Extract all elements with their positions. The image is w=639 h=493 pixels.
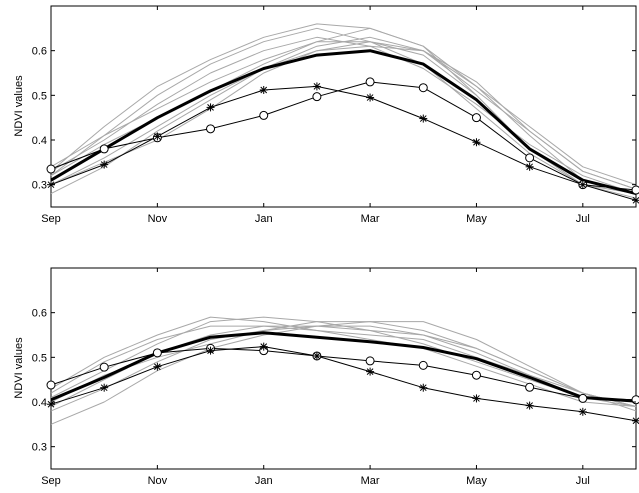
top-y-axis-label: NDVI values bbox=[13, 75, 25, 137]
star-marker bbox=[259, 85, 268, 94]
y-tick-label: 0.6 bbox=[32, 46, 47, 58]
circle-marker bbox=[46, 164, 56, 174]
top-chart-panel: 0.3 0.4 0.5 0.6 Sep Nov Jan Mar May Jul NDVI val… bbox=[13, 5, 639, 225]
x-tick-label: Sep bbox=[41, 213, 61, 225]
star-marker bbox=[153, 362, 162, 371]
bottom-plot-frame bbox=[50, 267, 637, 470]
circle-marker bbox=[525, 382, 535, 392]
star-marker-series-line bbox=[50, 85, 637, 201]
gray-series-line bbox=[50, 316, 637, 407]
x-tick-label: Jan bbox=[255, 475, 273, 487]
star-marker bbox=[578, 407, 587, 416]
star-marker bbox=[472, 138, 481, 147]
x-tick-label: May bbox=[466, 213, 487, 225]
x-tick-label: Jan bbox=[255, 213, 273, 225]
top-chart-lines bbox=[50, 23, 637, 201]
top-x-ticks: Sep Nov Jan Mar May Jul bbox=[41, 6, 590, 225]
circle-marker bbox=[312, 92, 322, 102]
star-marker bbox=[525, 162, 534, 171]
y-tick-label: 0.4 bbox=[32, 135, 47, 147]
circle-marker bbox=[418, 83, 428, 93]
circle-marker bbox=[578, 393, 588, 403]
circle-marker bbox=[365, 356, 375, 366]
y-tick-label: 0.3 bbox=[32, 180, 47, 192]
gray-series-line bbox=[50, 321, 637, 407]
gray-series-line bbox=[50, 27, 637, 199]
bottom-chart-markers bbox=[46, 342, 639, 425]
star-marker bbox=[632, 416, 639, 425]
star-marker bbox=[259, 342, 268, 351]
y-tick-label: 0.6 bbox=[32, 308, 47, 320]
x-tick-label: Mar bbox=[361, 213, 380, 225]
x-tick-label: Mar bbox=[361, 475, 380, 487]
x-tick-label: May bbox=[466, 475, 487, 487]
x-tick-label: Nov bbox=[148, 475, 168, 487]
top-plot-frame bbox=[50, 5, 637, 208]
circle-marker bbox=[418, 360, 428, 370]
circle-marker bbox=[471, 113, 481, 123]
star-marker bbox=[100, 383, 109, 392]
circle-marker bbox=[365, 77, 375, 87]
circle-marker bbox=[206, 124, 216, 134]
star-marker bbox=[366, 93, 375, 102]
mean-series-line bbox=[50, 49, 637, 196]
circle-marker-series-line bbox=[50, 81, 637, 191]
x-tick-label: Jul bbox=[576, 475, 590, 487]
circle-marker bbox=[152, 348, 162, 358]
star-marker bbox=[206, 346, 215, 355]
gray-series-line bbox=[50, 23, 637, 195]
gray-series-line bbox=[50, 321, 637, 425]
y-tick-label: 0.5 bbox=[32, 352, 47, 364]
gray-series-line bbox=[50, 41, 637, 186]
gray-series-line bbox=[50, 36, 637, 195]
star-marker bbox=[206, 103, 215, 112]
star-marker bbox=[525, 401, 534, 410]
circle-marker bbox=[99, 362, 109, 372]
bottom-chart-lines bbox=[50, 316, 637, 425]
circle-marker bbox=[525, 153, 535, 163]
y-tick-label: 0.5 bbox=[32, 90, 47, 102]
star-marker bbox=[153, 132, 162, 141]
star-marker bbox=[472, 394, 481, 403]
circle-marker bbox=[99, 144, 109, 154]
circle-marker bbox=[471, 370, 481, 380]
circle-marker bbox=[46, 380, 56, 390]
y-tick-label: 0.4 bbox=[32, 397, 47, 409]
bottom-chart-panel: 0.3 0.4 0.5 0.6 Sep Nov Jan Mar May Jul NDVI val… bbox=[13, 267, 639, 487]
gray-series-line bbox=[50, 325, 637, 407]
star-marker bbox=[366, 367, 375, 376]
gray-series-line bbox=[50, 36, 637, 195]
star-marker bbox=[100, 160, 109, 169]
star-marker bbox=[419, 383, 428, 392]
star-marker bbox=[47, 400, 55, 409]
circle-marker bbox=[259, 110, 269, 120]
star-marker bbox=[312, 351, 321, 360]
x-tick-label: Jul bbox=[576, 213, 590, 225]
star-marker-series-line bbox=[50, 346, 637, 422]
star-marker bbox=[632, 196, 639, 205]
top-chart-markers bbox=[46, 77, 639, 205]
star-marker bbox=[419, 114, 428, 123]
y-tick-label: 0.3 bbox=[32, 442, 47, 454]
bottom-y-ticks: 0.3 0.4 0.5 0.6 bbox=[32, 308, 636, 454]
gray-series-line bbox=[50, 316, 637, 403]
bottom-x-ticks: Sep Nov Jan Mar May Jul bbox=[41, 268, 590, 487]
x-tick-label: Nov bbox=[148, 213, 168, 225]
bottom-y-axis-label: NDVI values bbox=[13, 337, 25, 399]
circle-marker bbox=[631, 185, 639, 195]
circle-marker-series-line bbox=[50, 347, 637, 401]
star-marker bbox=[312, 82, 321, 91]
mean-series-line bbox=[50, 331, 637, 403]
circle-marker bbox=[631, 395, 639, 405]
top-y-ticks: 0.3 0.4 0.5 0.6 bbox=[32, 46, 636, 192]
x-tick-label: Sep bbox=[41, 475, 61, 487]
star-marker bbox=[578, 180, 587, 189]
